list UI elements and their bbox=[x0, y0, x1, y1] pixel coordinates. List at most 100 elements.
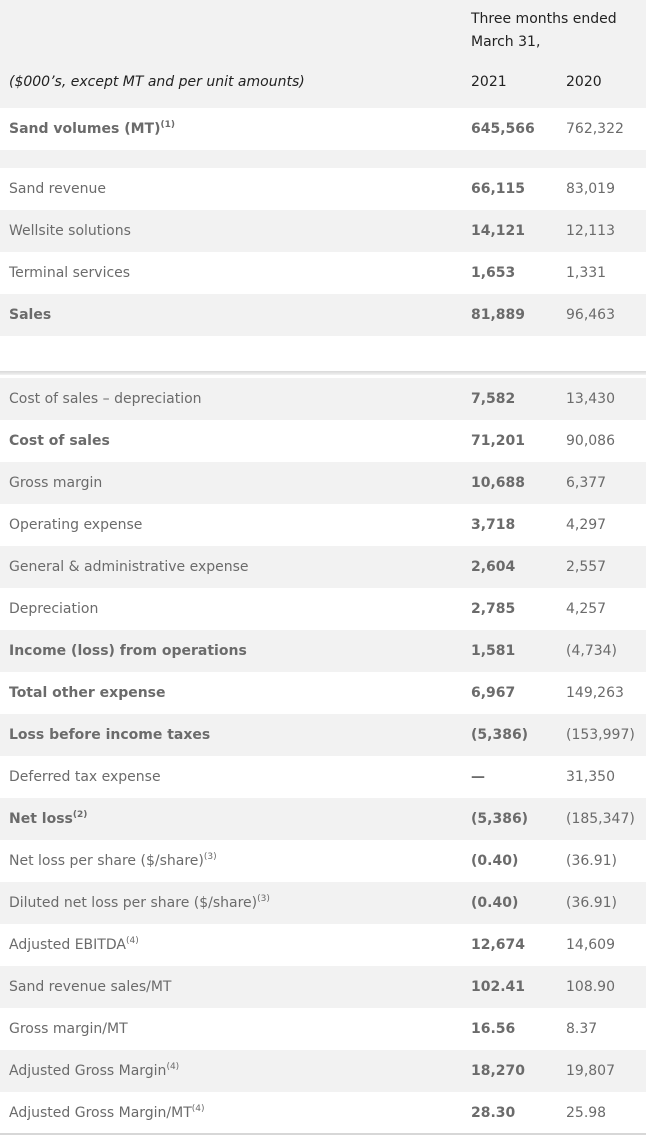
value-2021: 16.56 bbox=[471, 1021, 516, 1037]
table-row: Depreciation 2,785 4,257 bbox=[0, 588, 646, 630]
table-row: Loss before income taxes (5,386) (153,997) bbox=[0, 714, 646, 756]
value-2021: 2,785 bbox=[471, 601, 516, 617]
row-label-text: Adjusted Gross Margin/MT bbox=[9, 1105, 192, 1121]
value-2021: 14,121 bbox=[471, 223, 526, 239]
table-row: Adjusted Gross Margin(4) 18,270 19,807 bbox=[0, 1050, 646, 1092]
row-label-text: Adjusted EBITDA bbox=[9, 937, 126, 953]
value-2020: (153,997) bbox=[566, 727, 635, 743]
row-label: Gross margin bbox=[9, 462, 102, 504]
row-label-text: Total other expense bbox=[9, 685, 166, 701]
row-label: Net loss per share ($/share)(3) bbox=[9, 840, 217, 882]
spacer-band bbox=[0, 336, 646, 371]
value-2020: 4,297 bbox=[566, 517, 607, 533]
row-label-text: Sales bbox=[9, 307, 52, 323]
table-row: Sales 81,889 96,463 bbox=[0, 294, 646, 336]
table-row: Total other expense 6,967 149,263 bbox=[0, 672, 646, 714]
value-2020: 4,257 bbox=[566, 601, 607, 617]
units-label: ($000’s, except MT and per unit amounts) bbox=[9, 74, 305, 90]
value-2021: 71,201 bbox=[471, 433, 526, 449]
footnote-marker: (4) bbox=[191, 1104, 205, 1114]
row-label: General & administrative expense bbox=[9, 546, 249, 588]
value-2021: 28.30 bbox=[471, 1105, 516, 1121]
table-row: Terminal services 1,653 1,331 bbox=[0, 252, 646, 294]
value-2020: 31,350 bbox=[566, 769, 615, 785]
footnote-marker: (1) bbox=[160, 120, 175, 130]
row-label: Cost of sales – depreciation bbox=[9, 378, 202, 420]
row-label: Terminal services bbox=[9, 252, 130, 294]
row-label-text: Loss before income taxes bbox=[9, 727, 211, 743]
table-row: Operating expense 3,718 4,297 bbox=[0, 504, 646, 546]
row-label-text: Income (loss) from operations bbox=[9, 643, 247, 659]
value-2020: 13,430 bbox=[566, 391, 615, 407]
value-2020: (185,347) bbox=[566, 811, 635, 827]
row-label: Depreciation bbox=[9, 588, 98, 630]
value-2020: (4,734) bbox=[566, 643, 618, 659]
row-label-text: General & administrative expense bbox=[9, 559, 249, 575]
period-heading: Three months ended March 31, bbox=[471, 8, 646, 54]
row-label: Income (loss) from operations bbox=[9, 630, 247, 672]
row-label-text: Cost of sales bbox=[9, 433, 110, 449]
row-label: Sand revenue sales/MT bbox=[9, 966, 171, 1008]
row-label-text: Diluted net loss per share ($/share) bbox=[9, 895, 258, 911]
table-header: Three months ended March 31, ($000’s, ex… bbox=[0, 0, 646, 108]
row-label-text: Net loss bbox=[9, 811, 73, 827]
row-label: Total other expense bbox=[9, 672, 166, 714]
value-2021: 645,566 bbox=[471, 121, 535, 137]
value-2020: (36.91) bbox=[566, 895, 618, 911]
year-2020-header: 2020 bbox=[566, 74, 602, 90]
row-label-text: Wellsite solutions bbox=[9, 223, 131, 239]
period-heading-line2: March 31, bbox=[471, 34, 541, 50]
row-label: Adjusted Gross Margin/MT(4) bbox=[9, 1092, 205, 1134]
footnote-marker: (2) bbox=[72, 810, 88, 820]
footnote-marker: (4) bbox=[125, 936, 139, 946]
row-label-text: Adjusted Gross Margin bbox=[9, 1063, 167, 1079]
value-2020: 2,557 bbox=[566, 559, 607, 575]
row-label-text: Sand revenue bbox=[9, 181, 106, 197]
value-2021: 6,967 bbox=[471, 685, 516, 701]
table-row: Diluted net loss per share ($/share)(3) (… bbox=[0, 882, 646, 924]
value-2021: 10,688 bbox=[471, 475, 526, 491]
value-2020: 90,086 bbox=[566, 433, 615, 449]
row-label: Wellsite solutions bbox=[9, 210, 131, 252]
row-label: Sand revenue bbox=[9, 168, 106, 210]
value-2020: 25.98 bbox=[566, 1105, 607, 1121]
table-row: Gross margin 10,688 6,377 bbox=[0, 462, 646, 504]
value-2021: — bbox=[471, 769, 485, 785]
value-2020: 12,113 bbox=[566, 223, 615, 239]
footnote-marker: (3) bbox=[257, 894, 270, 904]
row-label: Gross margin/MT bbox=[9, 1008, 128, 1050]
value-2020: 149,263 bbox=[566, 685, 624, 701]
value-2020: 8.37 bbox=[566, 1021, 598, 1037]
row-label-text: Net loss per share ($/share) bbox=[9, 853, 204, 869]
row-label-text: Sand revenue sales/MT bbox=[9, 979, 172, 995]
table-row: Cost of sales – depreciation 7,582 13,430 bbox=[0, 378, 646, 420]
value-2021: 1,581 bbox=[471, 643, 516, 659]
period-heading-line1: Three months ended bbox=[471, 11, 617, 27]
value-2021: 81,889 bbox=[471, 307, 526, 323]
row-label: Sales bbox=[9, 294, 51, 336]
table-row: Net loss per share ($/share)(3) (0.40) (36… bbox=[0, 840, 646, 882]
row-label-text: Terminal services bbox=[9, 265, 131, 281]
table-row: Deferred tax expense — 31,350 bbox=[0, 756, 646, 798]
table-row: Sand volumes (MT)(1) 645,566 762,322 bbox=[0, 108, 646, 150]
row-label-text: Cost of sales – depreciation bbox=[9, 391, 202, 407]
row-label: Operating expense bbox=[9, 504, 142, 546]
value-2021: (0.40) bbox=[471, 853, 519, 869]
table-row: Wellsite solutions 14,121 12,113 bbox=[0, 210, 646, 252]
table-bottom-rule bbox=[0, 1133, 646, 1135]
row-label: Cost of sales bbox=[9, 420, 110, 462]
section-divider bbox=[0, 371, 646, 375]
row-label: Loss before income taxes bbox=[9, 714, 210, 756]
row-label: Deferred tax expense bbox=[9, 756, 161, 798]
table-row: Income (loss) from operations 1,581 (4,734… bbox=[0, 630, 646, 672]
table-row: Sand revenue sales/MT 102.41 108.90 bbox=[0, 966, 646, 1008]
row-label: Adjusted Gross Margin(4) bbox=[9, 1050, 179, 1092]
value-2020: 19,807 bbox=[566, 1063, 615, 1079]
value-2021: 12,674 bbox=[471, 937, 526, 953]
value-2020: (36.91) bbox=[566, 853, 618, 869]
table-row: Gross margin/MT 16.56 8.37 bbox=[0, 1008, 646, 1050]
row-label-text: Operating expense bbox=[9, 517, 143, 533]
value-2021: 18,270 bbox=[471, 1063, 526, 1079]
table-row: Cost of sales 71,201 90,086 bbox=[0, 420, 646, 462]
value-2021: (5,386) bbox=[471, 727, 529, 743]
